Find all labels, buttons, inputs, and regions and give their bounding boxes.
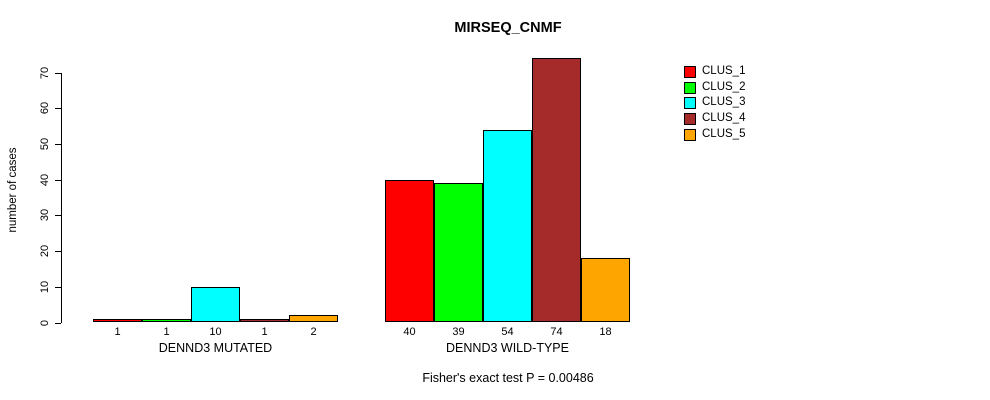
legend-label: CLUS_5 [702, 127, 746, 140]
legend-label: CLUS_1 [702, 65, 746, 77]
legend-swatch [684, 113, 696, 126]
bar-value-label: 39 [452, 326, 465, 338]
bar-value-label: 2 [310, 326, 317, 338]
y-tick [55, 215, 61, 217]
chart-title: MIRSEQ_CNMF [454, 20, 562, 36]
bar-value-label: 74 [550, 326, 563, 338]
y-tick [55, 322, 61, 324]
legend-swatch [684, 81, 696, 94]
legend-swatch [684, 66, 696, 78]
y-axis-title: number of cases [7, 147, 19, 233]
legend-label: CLUS_2 [702, 80, 746, 93]
y-tick [55, 108, 61, 110]
bar [191, 286, 240, 323]
bar [581, 258, 630, 323]
y-tick-label: 20 [39, 244, 51, 258]
bar-value-label: 40 [403, 326, 416, 338]
bar [385, 179, 434, 323]
bar [532, 58, 581, 323]
y-tick [55, 143, 61, 145]
legend-swatch [684, 97, 696, 110]
bar-value-label: 54 [501, 326, 514, 338]
bar-value-label: 18 [599, 326, 612, 338]
y-tick-label: 30 [39, 209, 51, 222]
y-tick [55, 251, 61, 253]
y-tick-label: 40 [39, 173, 51, 186]
bar [483, 129, 532, 323]
legend-label: CLUS_3 [702, 96, 746, 109]
y-tick [55, 286, 61, 288]
bar [434, 183, 483, 323]
bar-value-label: 1 [163, 326, 170, 338]
y-tick-label: 0 [39, 319, 51, 326]
bar [93, 318, 142, 323]
y-axis-line [61, 72, 62, 323]
y-tick-label: 60 [39, 102, 51, 115]
y-tick-label: 50 [39, 137, 51, 151]
bar-value-label: 1 [261, 326, 268, 338]
legend-swatch [684, 128, 696, 141]
legend-label: CLUS_4 [702, 112, 746, 125]
bar-value-label: 10 [209, 326, 222, 338]
group-label: DENND3 WILD-TYPE [446, 341, 569, 355]
y-tick-label: 70 [39, 66, 51, 79]
annotation-text: Fisher's exact test P = 0.00486 [422, 371, 594, 385]
y-tick [55, 72, 61, 74]
y-tick [55, 179, 61, 181]
y-tick-label: 10 [39, 280, 51, 293]
bar-value-label: 1 [114, 326, 121, 338]
bar [240, 318, 289, 323]
bar [142, 318, 191, 323]
bar [289, 315, 338, 323]
group-label: DENND3 MUTATED [158, 341, 273, 355]
